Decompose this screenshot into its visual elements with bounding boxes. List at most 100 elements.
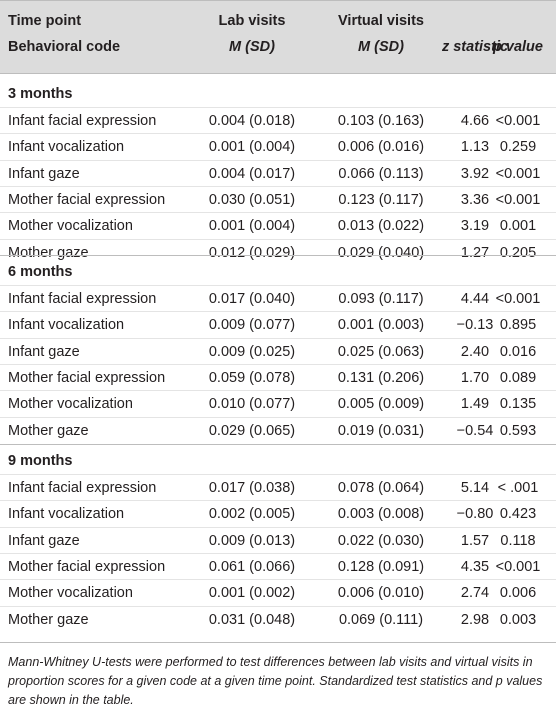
row-z-statistic: 4.44 [460,291,490,307]
row-p-value: <0.001 [495,113,541,129]
group-divider [0,255,556,256]
row-lab-value: 0.029 (0.065) [208,423,296,439]
row-code: Infant facial expression [8,480,157,496]
row-lab-value: 0.009 (0.025) [208,344,296,360]
row-lab-value: 0.059 (0.078) [208,370,296,386]
row-p-value: 0.089 [499,370,537,386]
row-virtual-value: 0.069 (0.111) [338,612,424,628]
row-virtual-value: 0.005 (0.009) [337,396,425,412]
header-virtual-stat: M (SD) [358,39,404,55]
row-p-value: <0.001 [495,559,541,575]
header-lab-stat: M (SD) [229,39,275,55]
row-code: Infant facial expression [8,113,157,129]
row-code: Mother vocalization [8,585,133,601]
row-lab-value: 0.010 (0.077) [208,396,296,412]
row-z-statistic: 1.57 [460,533,490,549]
header-behavioral-code: Behavioral code [8,39,121,55]
row-lab-value: 0.002 (0.005) [208,506,296,522]
row-z-statistic: 2.98 [460,612,490,628]
row-z-statistic: −0.80 [456,506,494,522]
row-lab-value: 0.001 (0.004) [208,139,296,155]
table-bottom-rule [0,642,556,643]
row-virtual-value: 0.029 (0.040) [337,245,425,261]
row-p-value: <0.001 [495,166,541,182]
row-code: Infant gaze [8,344,80,360]
row-rule [0,285,556,286]
row-lab-value: 0.017 (0.038) [208,480,296,496]
row-p-value: 0.016 [499,344,537,360]
header-lab-visits: Lab visits [218,13,286,29]
row-rule [0,239,556,240]
table-footnote: Mann-Whitney U-tests were performed to t… [8,655,543,707]
row-virtual-value: 0.019 (0.031) [337,423,425,439]
header-z-statistic: z statistic [441,39,509,55]
row-rule [0,527,556,528]
row-rule [0,553,556,554]
group-title: 3 months [8,86,73,102]
row-rule [0,107,556,108]
row-virtual-value: 0.001 (0.003) [337,317,425,333]
row-z-statistic: 3.19 [460,218,490,234]
row-virtual-value: 0.128 (0.091) [337,559,425,575]
row-code: Infant vocalization [8,139,125,155]
header-virtual-visits: Virtual visits [338,13,424,29]
row-code: Mother gaze [8,423,89,439]
row-rule [0,160,556,161]
row-lab-value: 0.031 (0.048) [208,612,296,628]
row-rule [0,311,556,312]
row-lab-value: 0.017 (0.040) [208,291,296,307]
row-code: Mother facial expression [8,192,166,208]
row-z-statistic: 1.27 [460,245,490,261]
row-code: Infant gaze [8,166,80,182]
row-p-value: 0.895 [499,317,537,333]
row-rule [0,212,556,213]
row-p-value: 0.259 [499,139,537,155]
row-code: Mother facial expression [8,559,166,575]
header-time-point: Time point [8,13,82,29]
group-title: 6 months [8,264,73,280]
row-z-statistic: −0.54 [456,423,494,439]
row-virtual-value: 0.066 (0.113) [338,166,424,182]
row-z-statistic: 2.74 [460,585,490,601]
row-rule [0,338,556,339]
group-title: 9 months [8,453,73,469]
row-virtual-value: 0.003 (0.008) [337,506,425,522]
row-z-statistic: 2.40 [460,344,490,360]
row-code: Infant facial expression [8,291,157,307]
row-p-value: 0.135 [499,396,537,412]
row-lab-value: 0.061 (0.066) [208,559,296,575]
row-p-value: 0.003 [499,612,537,628]
header-p-value: p value [493,39,543,55]
row-z-statistic: 5.14 [460,480,490,496]
table-header [0,0,556,74]
row-code: Mother vocalization [8,396,133,412]
row-code: Infant gaze [8,533,80,549]
row-z-statistic: 4.66 [460,113,490,129]
row-lab-value: 0.004 (0.018) [208,113,296,129]
row-lab-value: 0.012 (0.029) [208,245,296,261]
row-lab-value: 0.004 (0.017) [208,166,296,182]
row-rule [0,364,556,365]
row-z-statistic: 1.70 [460,370,490,386]
row-p-value: 0.001 [499,218,537,234]
row-virtual-value: 0.006 (0.016) [337,139,425,155]
row-lab-value: 0.009 (0.077) [208,317,296,333]
row-virtual-value: 0.022 (0.030) [337,533,425,549]
row-rule [0,417,556,418]
row-rule [0,474,556,475]
row-z-statistic: 1.49 [460,396,490,412]
row-p-value: <0.001 [495,192,541,208]
row-code: Mother gaze [8,612,89,628]
row-virtual-value: 0.131 (0.206) [337,370,425,386]
row-code: Mother gaze [8,245,89,261]
row-rule [0,606,556,607]
row-p-value: 0.593 [499,423,537,439]
row-virtual-value: 0.025 (0.063) [337,344,425,360]
row-rule [0,500,556,501]
row-p-value: 0.118 [500,533,536,549]
row-virtual-value: 0.093 (0.117) [338,291,424,307]
row-p-value: <0.001 [495,291,541,307]
row-virtual-value: 0.078 (0.064) [337,480,425,496]
row-code: Infant vocalization [8,506,125,522]
